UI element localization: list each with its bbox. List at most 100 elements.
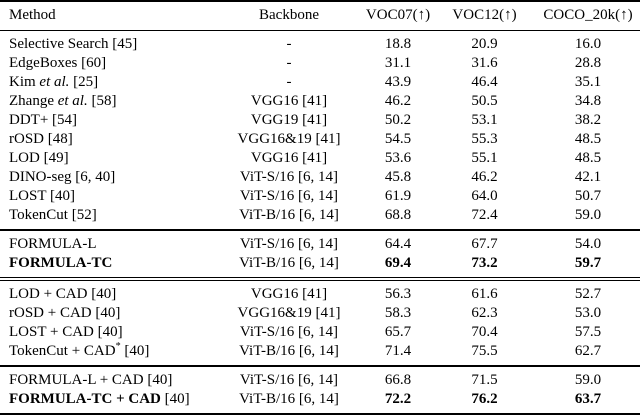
backbone-cell: ViT-S/16 [6, 14] bbox=[239, 372, 339, 388]
method-cell: FORMULA-TC bbox=[0, 254, 224, 279]
voc12-value-cell: 64.0 bbox=[471, 188, 498, 204]
method-text: TokenCut + CAD bbox=[9, 343, 116, 359]
coco20k-value-cell: 63.7 bbox=[574, 391, 602, 407]
method-cell: LOD + CAD [40] bbox=[0, 279, 224, 304]
table-row: LOST + CAD [40] ViT-S/16 [6, 14] 65.7 70.4 5… bbox=[0, 323, 640, 342]
method-text: rOSD + CAD [40] bbox=[9, 305, 121, 321]
coco20k-value-cell: 16.0 bbox=[574, 36, 602, 52]
voc12-value-cell: 76.2 bbox=[471, 391, 498, 407]
voc07-value-cell: 69.4 bbox=[384, 255, 412, 271]
backbone-cell: ViT-B/16 [6, 14] bbox=[239, 207, 339, 223]
voc07-value-cell: 61.9 bbox=[384, 188, 412, 204]
col-header-coco20k: COCO_20k(↑) bbox=[527, 1, 640, 31]
voc12-value-cell: 55.1 bbox=[471, 150, 498, 166]
backbone-cell: VGG16 [41] bbox=[250, 286, 328, 302]
table-section-1: FORMULA-L ViT-S/16 [6, 14] 64.4 67.7 54.0 FOR… bbox=[0, 230, 640, 279]
backbone-cell: ViT-S/16 [6, 14] bbox=[239, 236, 339, 252]
col-header-voc12: VOC12(↑) bbox=[442, 1, 527, 31]
method-text: [58] bbox=[87, 93, 117, 109]
method-cell: FORMULA-L + CAD [40] bbox=[0, 366, 224, 390]
voc12-value-cell: 31.6 bbox=[471, 55, 498, 71]
method-text: DINO-seg [6, 40] bbox=[9, 169, 116, 185]
table-header: Method Backbone VOC07(↑) VOC12(↑) COCO_2… bbox=[0, 1, 640, 31]
coco20k-value-cell: 48.5 bbox=[574, 150, 602, 166]
method-cell: DINO-seg [6, 40] bbox=[0, 168, 224, 187]
voc07-value-cell: 72.2 bbox=[384, 391, 412, 407]
voc07-value-cell: 64.4 bbox=[384, 236, 412, 252]
method-text: FORMULA-L + CAD [40] bbox=[9, 372, 173, 388]
voc12-value-cell: 46.4 bbox=[471, 74, 498, 90]
method-cell: Selective Search [45] bbox=[0, 31, 224, 55]
backbone-cell: - bbox=[286, 74, 292, 90]
voc12-value-cell: 46.2 bbox=[471, 169, 498, 185]
table-section-2: LOD + CAD [40] VGG16 [41] 56.3 61.6 52.7 rOSD… bbox=[0, 279, 640, 366]
backbone-cell: - bbox=[286, 36, 292, 52]
method-cell: rOSD [48] bbox=[0, 130, 224, 149]
table-row: rOSD + CAD [40] VGG16&19 [41] 58.3 62.3 53.0 bbox=[0, 304, 640, 323]
method-text: et al. bbox=[57, 93, 88, 109]
col-header-backbone: Backbone bbox=[224, 1, 354, 31]
voc07-value-cell: 18.8 bbox=[384, 36, 412, 52]
voc07-value-cell: 68.8 bbox=[384, 207, 412, 223]
method-text: TokenCut [52] bbox=[9, 207, 97, 223]
coco20k-value-cell: 42.1 bbox=[574, 169, 602, 185]
voc07-value-cell: 46.2 bbox=[384, 93, 412, 109]
voc07-value-cell: 45.8 bbox=[384, 169, 412, 185]
method-cell: EdgeBoxes [60] bbox=[0, 54, 224, 73]
method-text: [40] bbox=[120, 343, 150, 359]
method-text: DDT+ [54] bbox=[9, 112, 78, 128]
col-header-voc07: VOC07(↑) bbox=[354, 1, 442, 31]
coco20k-value-cell: 54.0 bbox=[574, 236, 602, 252]
method-cell: FORMULA-L bbox=[0, 230, 224, 254]
method-text: EdgeBoxes [60] bbox=[9, 55, 107, 71]
method-text: LOD + CAD [40] bbox=[9, 286, 117, 302]
voc12-value-cell: 20.9 bbox=[471, 36, 498, 52]
coco20k-value-cell: 57.5 bbox=[574, 324, 602, 340]
coco20k-value-cell: 38.2 bbox=[574, 112, 602, 128]
method-cell: DDT+ [54] bbox=[0, 111, 224, 130]
method-cell: LOD [49] bbox=[0, 149, 224, 168]
method-text: FORMULA-TC + CAD bbox=[9, 391, 161, 407]
voc12-value-cell: 53.1 bbox=[471, 112, 498, 128]
voc12-value-cell: 72.4 bbox=[471, 207, 498, 223]
table-row: FORMULA-L ViT-S/16 [6, 14] 64.4 67.7 54.0 bbox=[0, 230, 640, 254]
voc07-value-cell: 58.3 bbox=[384, 305, 412, 321]
voc12-value-cell: 73.2 bbox=[471, 255, 498, 271]
voc07-value-cell: 43.9 bbox=[384, 74, 412, 90]
method-text: FORMULA-L bbox=[9, 236, 97, 252]
method-cell: LOST + CAD [40] bbox=[0, 323, 224, 342]
voc12-value-cell: 71.5 bbox=[471, 372, 498, 388]
table-row: Selective Search [45] - 18.8 20.9 16.0 bbox=[0, 31, 640, 55]
table-row: DDT+ [54] VGG19 [41] 50.2 53.1 38.2 bbox=[0, 111, 640, 130]
method-text: Selective Search [45] bbox=[9, 36, 138, 52]
table-row: Kim et al. [25] - 43.9 46.4 35.1 bbox=[0, 73, 640, 92]
table-row: EdgeBoxes [60] - 31.1 31.6 28.8 bbox=[0, 54, 640, 73]
method-text: LOD [49] bbox=[9, 150, 69, 166]
backbone-cell: ViT-S/16 [6, 14] bbox=[239, 188, 339, 204]
backbone-cell: ViT-B/16 [6, 14] bbox=[239, 343, 339, 359]
table-row: TokenCut + CAD* [40] ViT-B/16 [6, 14] 71.4… bbox=[0, 342, 640, 366]
table-row: LOD + CAD [40] VGG16 [41] 56.3 61.6 52.7 bbox=[0, 279, 640, 304]
table-header-row: Method Backbone VOC07(↑) VOC12(↑) COCO_2… bbox=[0, 1, 640, 31]
voc12-value-cell: 62.3 bbox=[471, 305, 498, 321]
method-text: Zhange bbox=[9, 93, 58, 109]
method-text: FORMULA-TC bbox=[9, 255, 113, 271]
table-row: FORMULA-L + CAD [40] ViT-S/16 [6, 14] 66.8… bbox=[0, 366, 640, 390]
coco20k-value-cell: 62.7 bbox=[574, 343, 602, 359]
method-cell: rOSD + CAD [40] bbox=[0, 304, 224, 323]
coco20k-value-cell: 35.1 bbox=[574, 74, 602, 90]
backbone-cell: VGG16&19 [41] bbox=[237, 131, 341, 147]
voc07-value-cell: 66.8 bbox=[384, 372, 412, 388]
table-row: LOST [40] ViT-S/16 [6, 14] 61.9 64.0 50.7 bbox=[0, 187, 640, 206]
backbone-cell: VGG16 [41] bbox=[250, 150, 328, 166]
method-text: et al. bbox=[39, 74, 70, 90]
voc12-value-cell: 67.7 bbox=[471, 236, 498, 252]
coco20k-value-cell: 34.8 bbox=[574, 93, 602, 109]
voc07-value-cell: 71.4 bbox=[384, 343, 412, 359]
table-section-0: Selective Search [45] - 18.8 20.9 16.0 EdgeBo… bbox=[0, 31, 640, 230]
col-header-method: Method bbox=[0, 1, 224, 31]
backbone-cell: ViT-B/16 [6, 14] bbox=[239, 255, 339, 271]
voc12-value-cell: 55.3 bbox=[471, 131, 498, 147]
